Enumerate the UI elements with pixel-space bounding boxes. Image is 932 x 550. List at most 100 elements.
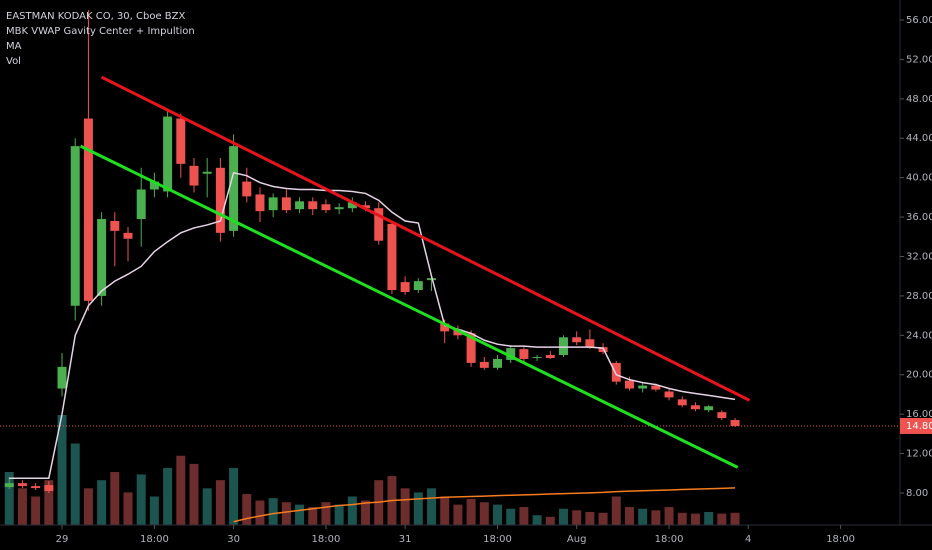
x-tick-label: 4 [745,534,751,545]
y-tick-label: 20.00 [906,370,932,381]
volume-bar [31,496,41,525]
candle-body [730,420,740,426]
candle-body [559,337,568,356]
volume-bar [559,508,568,525]
candle-body [677,399,687,406]
volume-bar [664,507,674,525]
volume-bar [545,516,555,525]
candle-body [149,181,159,190]
y-tick-label: 36.00 [906,212,932,223]
candle-body [651,385,661,390]
candle-body [624,380,634,389]
volume-bar [242,494,252,525]
volume-bar [717,513,727,525]
volume-bar [149,496,159,525]
candle-body [268,197,278,211]
y-tick-label: 8.00 [906,488,928,499]
candle-body [493,358,502,368]
volume-bar [4,472,14,525]
volume-bar [347,496,357,525]
volume-bar [519,507,529,525]
candle-body [585,339,595,348]
candle-body [110,221,120,231]
candle-body [321,204,331,211]
candle-body [295,201,305,210]
candle-body [717,412,727,419]
candle-body [453,329,463,336]
candle-body [361,205,371,209]
volume-bar [57,415,67,525]
candle-body [136,189,146,220]
volume-bar [176,455,186,525]
volume-bar [123,492,133,525]
volume-bar [110,472,120,525]
candle-body [215,167,225,233]
volume-bar [413,492,423,525]
candle-body [347,202,357,209]
candle-body [387,223,397,290]
candle-body [281,197,291,211]
indicator-label: MBK VWAP Gavity Center + Impultion [6,26,195,37]
volume-bar [361,500,371,525]
volume-bar [598,512,608,525]
y-tick-label: 44.00 [906,133,932,144]
volume-bar [493,504,502,525]
y-tick-label: 28.00 [906,291,932,302]
y-tick-label: 40.00 [906,173,932,184]
volume-bar [427,488,437,525]
volume-bar [136,474,146,525]
y-tick-label: 16.00 [906,409,932,420]
y-tick-label: 56.00 [906,15,932,26]
candle-body [664,391,674,398]
x-tick-label: 30 [227,534,240,545]
x-tick-label: 31 [399,534,412,545]
volume-bar [70,443,80,525]
candle-body [83,118,93,301]
volume-bar [308,507,318,525]
volume-bar [466,498,476,525]
vwap-line [9,171,736,479]
y-tick-label: 48.00 [906,94,932,105]
volume-bar [97,480,107,525]
candle-body [466,333,476,363]
volume-bar [255,500,265,525]
candle-body [123,232,133,239]
last-price-label: 14.80 [906,421,932,432]
candle-body [506,348,516,360]
volume-bar [202,488,212,525]
y-tick-label: 52.00 [906,54,932,65]
volume-bar [281,502,291,525]
volume-bar [400,488,410,525]
volume-bar [321,502,331,525]
candle-body [242,181,252,197]
candle-body [413,281,423,290]
volume-bar [295,504,305,525]
volume-bar [268,498,278,525]
candle-body [308,201,318,210]
candle-body [189,165,199,186]
volume-ma-line [233,487,736,523]
candle-body [611,362,621,382]
volume-bar [730,512,740,525]
volume-bar [506,508,516,525]
volume-bar [334,504,344,525]
candle-body [440,323,450,332]
symbol-title: EASTMAN KODAK CO, 30, Cboe BZX [6,11,186,22]
x-tick-label: Aug [567,534,587,545]
candle-body [255,194,265,212]
candle-body [57,366,67,389]
indicator-label: Vol [6,56,21,67]
trend-line [100,75,751,402]
volume-bar [17,488,27,525]
volume-bar [44,480,54,525]
candle-body [70,146,80,306]
volume-bar [189,463,199,525]
candle-body [479,361,489,368]
last-price-box [900,417,932,434]
volume-bar [453,504,463,525]
candle-body [572,337,582,343]
volume-bar [572,510,582,525]
y-tick-label: 32.00 [906,251,932,262]
